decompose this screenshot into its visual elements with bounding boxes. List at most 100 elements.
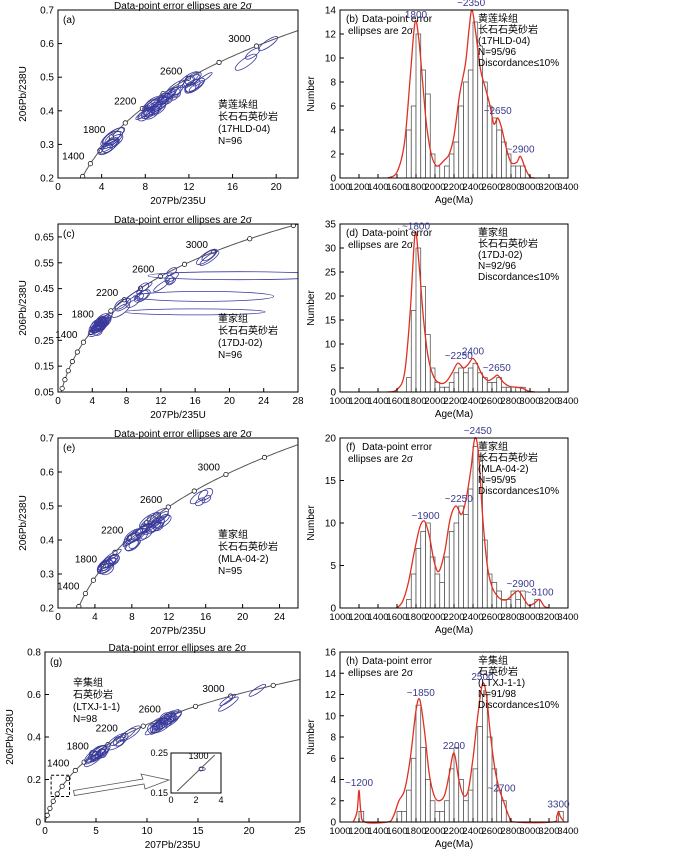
x-tick-label: 1600 [386, 826, 407, 837]
age-marker [87, 161, 93, 167]
histogram-bar [406, 129, 412, 179]
age-marker [108, 308, 114, 314]
peak-age-label: 1800 [405, 10, 428, 21]
histogram-bar [458, 105, 464, 179]
y-tick-label: 14 [325, 669, 337, 680]
error-ellipse [145, 102, 155, 111]
error-ellipse [97, 748, 107, 757]
histogram-bar [429, 556, 436, 609]
concordia-axes-2-frame [57, 437, 299, 609]
error-ellipse [157, 513, 170, 524]
x-tick-label: 1400 [367, 612, 388, 623]
sample-info-line: 黄莲垛组 [478, 12, 518, 25]
inset-x-tick-label: 4 [218, 795, 223, 805]
error-ellipse [149, 721, 164, 734]
concordia-age-label: 3000 [186, 240, 209, 251]
histogram-bar [453, 747, 460, 823]
histogram-panel-0: 1000120014001600180020002200240026002800… [306, 0, 579, 206]
histogram-bar [515, 599, 521, 609]
peak-age-label: ~1800 [402, 222, 431, 233]
y-tick-label: 0.4 [40, 536, 54, 547]
chart-title-line2: ellipses are 2σ [348, 26, 414, 37]
concordia-axes-0-frame [57, 9, 299, 179]
concordia-curve [45, 678, 300, 822]
error-ellipse [114, 298, 128, 310]
histogram-bar [477, 372, 483, 393]
concordia-age-label: 3000 [228, 34, 251, 45]
histogram-bar [434, 165, 441, 179]
x-tick-label: 2200 [443, 182, 464, 193]
y-axis-label: Number [306, 505, 317, 541]
concordia-age-label: 1400 [55, 330, 78, 341]
peak-age-label: ~2650 [483, 363, 512, 374]
inset-plot: 1300 0 2 4 0.15 0.25 [150, 748, 223, 805]
chart-title: Data-point error [362, 228, 433, 239]
error-ellipse [142, 107, 152, 116]
x-tick-label: 12 [183, 182, 195, 193]
y-tick-label: 0.2 [27, 775, 41, 786]
histogram-bar [410, 573, 417, 609]
chart-title: Data-point error ellipses are 2σ [109, 643, 248, 654]
histogram-bar [472, 362, 479, 393]
sample-info-line: 长石石英砂岩 [218, 324, 278, 337]
concordia-age-label: 3000 [198, 463, 221, 474]
kde-curve [387, 9, 535, 179]
concordia-age-label: 1800 [83, 125, 106, 136]
y-tick-label: 10 [325, 54, 337, 65]
x-tick-label: 16 [200, 612, 212, 623]
panel-label: (a) [63, 15, 75, 26]
error-ellipse [219, 693, 236, 707]
sample-info-line: (MLA-04-2) [218, 554, 269, 565]
histogram-bar [467, 69, 474, 179]
peak-age-label: ~2650 [484, 106, 513, 117]
x-tick-label: 2600 [481, 182, 502, 193]
histogram-bar [463, 514, 469, 609]
error-ellipse [100, 130, 121, 147]
panel-label: (d) [346, 228, 358, 239]
y-tick-label: 10 [325, 519, 337, 530]
chart-title: Data-point error ellipses are 2σ [114, 1, 253, 12]
age-marker [181, 261, 188, 267]
histogram-bar [406, 789, 412, 823]
x-tick-label: 16 [227, 182, 239, 193]
chart-title: Data-point error ellipses are 2σ [114, 429, 253, 440]
error-ellipse [102, 548, 122, 563]
x-tick-label: 20 [271, 182, 283, 193]
age-marker [80, 173, 86, 178]
y-tick-label: 0.5 [40, 502, 54, 513]
histogram-bar [463, 372, 469, 393]
x-tick-label: 0 [55, 396, 61, 407]
error-ellipse [133, 290, 275, 302]
error-ellipse [199, 251, 220, 266]
y-axis-label: 206Pb/238U [18, 495, 29, 551]
concordia-age-label: 2600 [160, 66, 183, 77]
x-tick-label: 1600 [386, 612, 407, 623]
histogram-bar [444, 386, 450, 393]
inset-age-label: 1300 [188, 751, 208, 761]
x-tick-label: 1800 [405, 182, 426, 193]
concordia-age-label: 1400 [47, 758, 70, 769]
inset-x-tick-label: 2 [193, 795, 198, 805]
x-tick-label: 2000 [424, 612, 445, 623]
y-tick-label: 0.4 [40, 106, 54, 117]
x-tick-label: 0 [55, 612, 61, 623]
histogram-bar [420, 531, 426, 609]
age-marker [247, 236, 253, 242]
x-tick-label: 2200 [443, 612, 464, 623]
sample-info-line: Discordance≤10% [478, 58, 559, 69]
x-tick-label: 2400 [462, 182, 483, 193]
error-ellipse [158, 95, 168, 104]
age-marker [58, 232, 62, 236]
chart-title-line2: ellipses are 2σ [348, 240, 414, 251]
zoom-arrow [73, 773, 171, 796]
error-ellipse [90, 319, 108, 334]
histogram-bar [434, 573, 441, 609]
y-tick-label: 12 [325, 690, 337, 701]
error-ellipse [124, 538, 140, 552]
age-marker [67, 629, 71, 633]
age-marker [65, 210, 69, 214]
x-tick-label: 2200 [443, 396, 464, 407]
histogram-bar [434, 811, 441, 823]
age-marker [122, 120, 128, 126]
